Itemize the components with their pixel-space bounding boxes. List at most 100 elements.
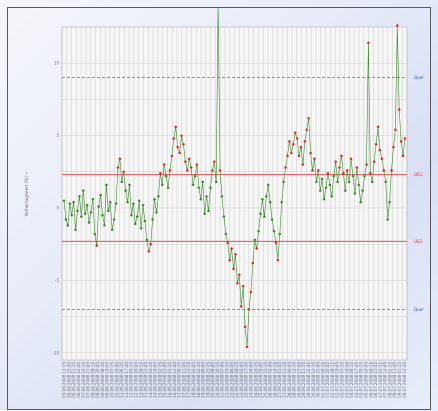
x-tick-label: 15.06.2008 02:15 xyxy=(157,362,162,398)
data-point xyxy=(64,218,68,221)
x-tick-label: 17.06.2008 00:15 xyxy=(177,362,182,398)
data-point xyxy=(384,180,387,184)
data-point xyxy=(72,200,75,204)
data-point xyxy=(68,202,72,205)
x-tick-label: 07.07.2008 14:45 xyxy=(383,362,388,398)
x-tick-label: 19.06.2008 09:45 xyxy=(201,362,206,398)
data-point xyxy=(164,174,168,178)
data-point-out-of-limits xyxy=(392,145,395,149)
data-point-out-of-limits xyxy=(307,116,310,120)
x-tick-label: 12.06.2008 16:45 xyxy=(133,362,138,398)
data-point xyxy=(315,180,318,184)
data-point xyxy=(272,229,276,233)
data-point-out-of-limits xyxy=(313,157,316,161)
x-tick-label: 28.06.2008 12:15 xyxy=(292,362,297,398)
data-point-out-of-limits xyxy=(159,171,162,175)
x-tick-label: 12.06.2008 05:15 xyxy=(129,362,134,398)
data-point-out-of-limits xyxy=(293,131,297,134)
data-point xyxy=(278,232,282,236)
data-point xyxy=(97,205,100,208)
data-point-out-of-limits xyxy=(195,163,199,166)
data-point xyxy=(193,174,197,178)
data-point xyxy=(270,218,274,221)
data-point xyxy=(324,186,328,189)
data-point xyxy=(259,212,262,216)
y-tick-label: 5 xyxy=(56,133,59,138)
data-point xyxy=(110,228,114,231)
data-point-out-of-limits xyxy=(182,143,185,146)
data-point-out-of-limits xyxy=(311,169,314,172)
x-tick-label: 21.06.2008 19:15 xyxy=(225,362,230,398)
x-tick-label: 01.07.2008 20:45 xyxy=(325,362,330,398)
data-point xyxy=(137,199,141,202)
data-point xyxy=(101,213,104,217)
data-point-out-of-limits xyxy=(397,108,401,111)
data-point xyxy=(203,212,206,216)
data-point-out-of-limits xyxy=(122,170,125,174)
data-series xyxy=(62,8,407,349)
data-point-out-of-limits xyxy=(170,154,174,158)
data-point-out-of-limits xyxy=(338,166,341,169)
x-tick-label: 02.07.2008 08:15 xyxy=(330,362,335,398)
data-point xyxy=(347,180,351,184)
data-point-out-of-limits xyxy=(249,290,253,294)
x-tick-label: 08.06.2008 20:45 xyxy=(95,362,100,398)
x-tick-label: 07.07.2008 03:15 xyxy=(378,362,383,398)
x-tick-label: 22.06.2008 18:15 xyxy=(234,362,239,398)
data-point xyxy=(166,186,170,189)
data-point xyxy=(126,200,129,204)
x-tick-label: 26.06.2008 02:45 xyxy=(268,362,273,398)
x-tick-label: 07.06.2008 10:15 xyxy=(81,362,86,398)
data-point xyxy=(191,183,195,187)
data-point xyxy=(220,195,224,198)
x-tick-label: 05.07.2008 16:45 xyxy=(363,362,368,398)
data-point xyxy=(265,195,268,198)
data-point xyxy=(318,189,322,192)
data-point xyxy=(124,189,127,192)
data-point-out-of-limits xyxy=(367,41,370,45)
x-tick-label: 10.06.2008 07:15 xyxy=(110,362,115,398)
data-point-out-of-limits xyxy=(309,151,312,155)
grid xyxy=(61,27,408,360)
data-point xyxy=(320,177,324,181)
data-point xyxy=(209,186,212,189)
x-tick-label: 23.06.2008 05:45 xyxy=(239,362,244,398)
data-point xyxy=(141,203,145,207)
x-tick-label: 13.06.2008 04:15 xyxy=(138,362,143,398)
y-tick-label: -5 xyxy=(55,278,59,283)
data-point xyxy=(130,213,133,217)
y-axis: 151050-5-10 xyxy=(52,61,59,356)
data-point xyxy=(151,218,154,221)
y-tick-label: -10 xyxy=(52,350,59,355)
data-point xyxy=(153,198,156,201)
x-tick-label: 06.07.2008 15:45 xyxy=(373,362,378,398)
reference-line-label: Quer xyxy=(414,75,424,80)
data-point xyxy=(85,203,89,207)
x-tick-label: 09.06.2008 19:45 xyxy=(105,362,110,398)
x-tick-label: 08.07.2008 13:45 xyxy=(392,362,397,398)
data-point xyxy=(120,180,124,184)
data-point-out-of-limits xyxy=(401,154,405,158)
data-point xyxy=(330,195,334,198)
x-tick-label: 23.06.2008 17:15 xyxy=(244,362,249,398)
data-point-out-of-limits xyxy=(211,169,214,172)
x-tick-label: 03.07.2008 18:45 xyxy=(344,362,349,398)
data-point xyxy=(197,186,201,189)
data-point xyxy=(268,200,272,204)
x-tick-label: 02.07.2008 19:45 xyxy=(335,362,340,398)
data-point xyxy=(261,198,264,201)
data-point xyxy=(76,209,79,213)
x-tick-label: 08.07.2008 02:15 xyxy=(387,362,392,398)
data-point xyxy=(282,180,285,184)
data-point-out-of-limits xyxy=(243,325,247,328)
data-point xyxy=(353,192,357,195)
reference-line-label: UEG xyxy=(414,239,423,244)
x-tick-label: 25.06.2008 03:45 xyxy=(258,362,263,398)
data-point xyxy=(201,180,204,184)
data-point-out-of-limits xyxy=(187,157,191,161)
data-point-out-of-limits xyxy=(251,261,255,265)
data-point-out-of-limits xyxy=(372,160,376,163)
x-axis: 05.06.2008 12:15 05.06.2008 23:45 06.06.20… xyxy=(62,362,407,398)
data-point-out-of-limits xyxy=(290,151,293,155)
